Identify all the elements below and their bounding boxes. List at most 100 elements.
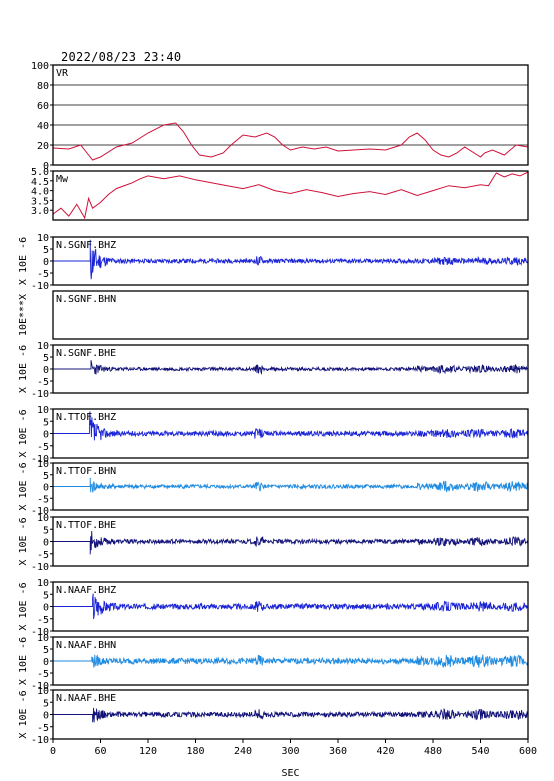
y-axis-label: X 10E -6 (18, 345, 29, 393)
y-tick-label: 4.5 (31, 177, 49, 188)
x-tick-label: 600 (519, 746, 537, 757)
y-tick-label: 0 (43, 257, 49, 268)
y-tick-label: -5 (37, 615, 49, 626)
y-tick-label: -5 (37, 269, 49, 280)
panel-label-sgnf-bhe: N.SGNF.BHE (56, 348, 116, 359)
y-tick-label: 4.0 (31, 187, 49, 198)
panel-frame (52, 636, 529, 686)
y-axis-label: X 10E -6 (18, 690, 29, 738)
panel-naaf-bhe: 105 0-5-10X 10E -6 N.NAAF.BHE (18, 686, 529, 746)
y-tick-label: 5 (43, 245, 49, 256)
x-tick-label: 420 (376, 746, 394, 757)
y-tick-label: -10 (31, 562, 49, 573)
panel-mw: 5.04.54.03.53.0 Mw (31, 167, 529, 221)
y-tick-label: 0 (43, 711, 49, 722)
trace-ttof-bhn (53, 477, 528, 493)
y-tick-label: 0 (43, 161, 49, 172)
panel-frame (52, 170, 529, 221)
y-tick-label: 40 (37, 121, 49, 132)
x-tick-label: 240 (234, 746, 252, 757)
y-tick-label: 3.5 (31, 196, 49, 207)
panel-label-ttof-bhz: N.TTOF.BHZ (56, 412, 116, 423)
panel-frame (52, 516, 529, 567)
y-tick-label: 5 (43, 645, 49, 656)
y-tick-label: -10 (31, 281, 49, 292)
y-tick-label: 0 (43, 538, 49, 549)
panel-label-ttof-bhn: N.TTOF.BHN (56, 466, 116, 477)
x-tick-label: 120 (139, 746, 157, 757)
y-tick-label: 0 (43, 365, 49, 376)
y-tick-label: 20 (37, 141, 49, 152)
y-tick-label: 10 (37, 341, 49, 352)
y-tick-label: -5 (37, 669, 49, 680)
panel-naaf-bhz: 105 0-5-10X 10E -6 N.NAAF.BHZ (18, 578, 529, 638)
y-tick-label: -5 (37, 723, 49, 734)
y-tick-label: 0 (43, 657, 49, 668)
panel-frame (52, 462, 529, 511)
panel-vr: 100 80 60 40 20 0 VR (31, 61, 529, 172)
y-axis-label: X 10E -6 (18, 462, 29, 510)
y-tick-label: 5 (43, 417, 49, 428)
y-tick-label: 10 (37, 405, 49, 416)
x-tick-label: 540 (471, 746, 489, 757)
panel-label-naaf-bhz: N.NAAF.BHZ (56, 585, 116, 596)
y-tick-label: 0 (43, 603, 49, 614)
y-tick-label: 5 (43, 471, 49, 482)
y-axis-label: 10E***X (18, 294, 29, 336)
trace-ttof-bhz (53, 411, 529, 441)
y-axis-label: X 10E -6 (18, 409, 29, 457)
y-tick-label: 5.0 (31, 167, 49, 178)
y-tick-label: -10 (31, 627, 49, 638)
panel-frame (52, 581, 529, 632)
y-tick-label: 0 (43, 483, 49, 494)
x-tick-label: 300 (281, 746, 299, 757)
x-tick-label: 360 (329, 746, 347, 757)
y-tick-label: 10 (37, 686, 49, 697)
panel-label-sgnf-bhn: N.SGNF.BHN (56, 294, 116, 305)
y-tick-label: -10 (31, 681, 49, 692)
panel-label-ttof-bhe: N.TTOF.BHE (56, 520, 116, 531)
x-tick-label: 480 (424, 746, 442, 757)
y-tick-label: 60 (37, 101, 49, 112)
y-tick-label: 10 (37, 233, 49, 244)
y-tick-label: 5 (43, 525, 49, 536)
y-axis-label: X 10E -6 (18, 237, 29, 285)
y-tick-label: -10 (31, 506, 49, 517)
panel-frame (52, 344, 529, 394)
y-tick-label: 5 (43, 590, 49, 601)
panel-ttof-bhe: 105 0-5-10X 10E -6 N.TTOF.BHE (18, 513, 529, 573)
y-tick-label: -5 (37, 377, 49, 388)
panel-label-naaf-bhn: N.NAAF.BHN (56, 640, 116, 651)
y-axis-label: X 10E -6 (18, 517, 29, 565)
y-tick-label: 10 (37, 459, 49, 470)
panel-label-naaf-bhe: N.NAAF.BHE (56, 693, 116, 704)
y-tick-label: -5 (37, 550, 49, 561)
y-tick-label: 10 (37, 578, 49, 589)
panel-frame (52, 290, 529, 340)
panel-label-vr: VR (56, 68, 69, 79)
trace-naaf-bhe (53, 707, 529, 723)
series-line-vr (52, 122, 529, 161)
y-tick-label: -10 (31, 735, 49, 746)
panel-frame (52, 64, 529, 166)
trace-naaf-bhn (53, 654, 529, 668)
y-tick-label: 10 (37, 513, 49, 524)
y-tick-label: 5 (43, 353, 49, 364)
series-line-mw (52, 171, 529, 220)
y-tick-label: 100 (31, 61, 49, 72)
y-tick-label: -10 (31, 454, 49, 465)
y-tick-label: 3.0 (31, 206, 49, 217)
y-tick-label: -5 (37, 494, 49, 505)
y-tick-label: 0 (43, 430, 49, 441)
y-axis-label: X 10E -6 (18, 637, 29, 685)
x-tick-label: 180 (186, 746, 204, 757)
panel-sgnf-bhn: 10E***X N.SGNF.BHN (18, 290, 529, 340)
y-tick-label: -10 (31, 389, 49, 400)
panel-frame (52, 236, 529, 286)
panel-frame (52, 408, 529, 459)
